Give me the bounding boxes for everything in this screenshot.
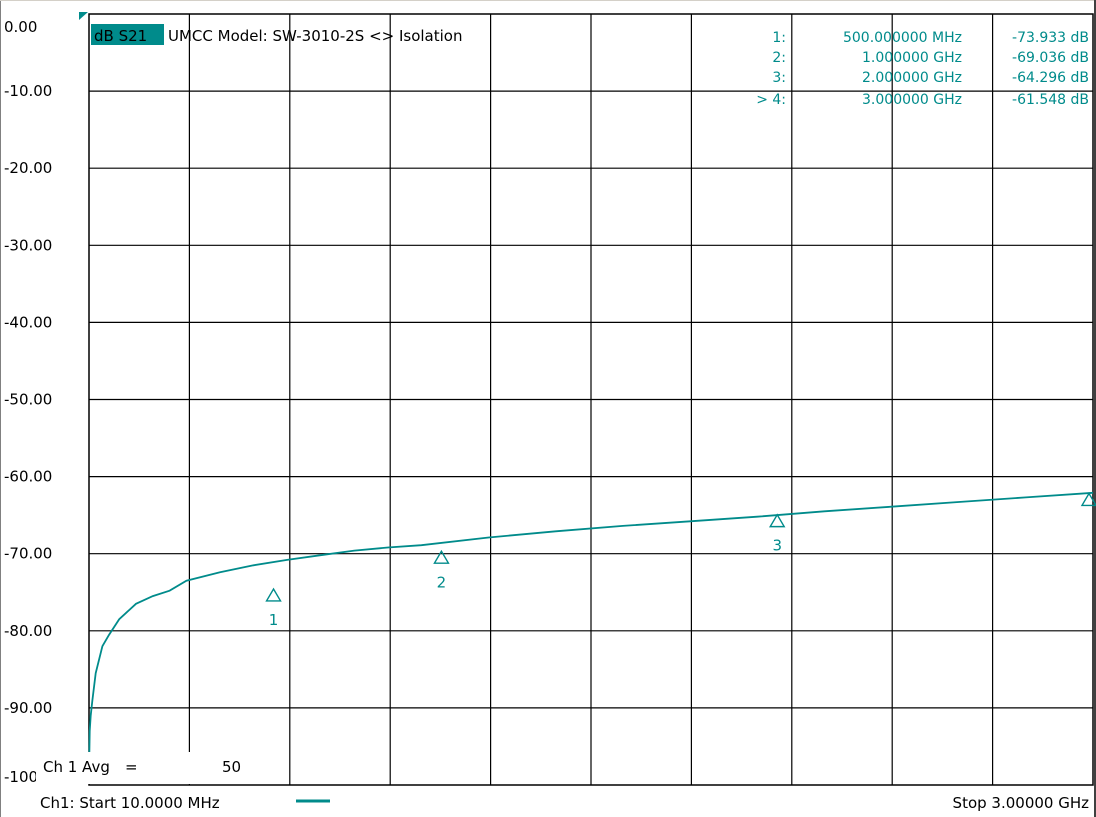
marker-value: -61.548 dB [1012, 92, 1089, 108]
marker-triangle[interactable] [768, 513, 786, 528]
y-tick-label: -60.00 [4, 468, 52, 486]
format-badge: dB S21 [94, 27, 147, 45]
stop-frequency: Stop 3.00000 GHz [953, 794, 1090, 812]
marker-number: 3 [772, 537, 782, 555]
y-tick-label: 0.00 [4, 18, 37, 36]
marker-id: 2: [772, 50, 786, 66]
avg-box [36, 752, 260, 784]
marker-triangle[interactable] [265, 587, 282, 602]
marker-freq: 3.000000 GHz [862, 92, 962, 108]
y-tick-label: -90.00 [4, 699, 52, 717]
marker-freq: 2.000000 GHz [862, 70, 962, 86]
marker-triangle[interactable] [433, 549, 450, 564]
avg-equals: = [125, 758, 138, 776]
marker-value: -64.296 dB [1012, 70, 1089, 86]
y-tick-label: -50.00 [4, 391, 52, 409]
marker-number: 2 [437, 573, 447, 591]
marker-number: 1 [269, 611, 279, 629]
marker-table: 1: 500.000000 MHz -73.933 dB 2: 1.000000… [756, 30, 1089, 108]
y-tick-label: -70.00 [4, 545, 52, 563]
marker-id: 1: [772, 30, 786, 46]
y-tick-label: -20.00 [4, 159, 52, 177]
active-entry-flag [79, 12, 88, 20]
trace-layer [88, 491, 1094, 774]
avg-label: Ch 1 Avg [43, 758, 110, 776]
y-tick-label: -10.00 [4, 82, 52, 100]
format-badge-bg[interactable] [91, 24, 164, 45]
trace-title: UMCC Model: SW-3010-2S <> Isolation [168, 27, 463, 45]
y-tick-label: -80.00 [4, 622, 52, 640]
marker-value: -73.933 dB [1012, 30, 1089, 46]
marker-triangle[interactable] [1080, 492, 1096, 507]
start-frequency: Ch1: Start 10.0000 MHz [40, 794, 220, 812]
y-tick-label: -40.00 [4, 313, 52, 331]
marker-freq: 500.000000 MHz [843, 30, 962, 46]
avg-count: 50 [222, 758, 241, 776]
marker-layer: 1 2 3 [265, 492, 1096, 629]
marker-freq: 1.000000 GHz [862, 50, 962, 66]
y-tick-label: -30.00 [4, 236, 52, 254]
marker-value: -69.036 dB [1012, 50, 1089, 66]
marker-id: 3: [772, 70, 786, 86]
chart-grid [89, 14, 1093, 785]
isolation-trace [88, 491, 1094, 774]
marker-id: > 4: [756, 92, 786, 108]
